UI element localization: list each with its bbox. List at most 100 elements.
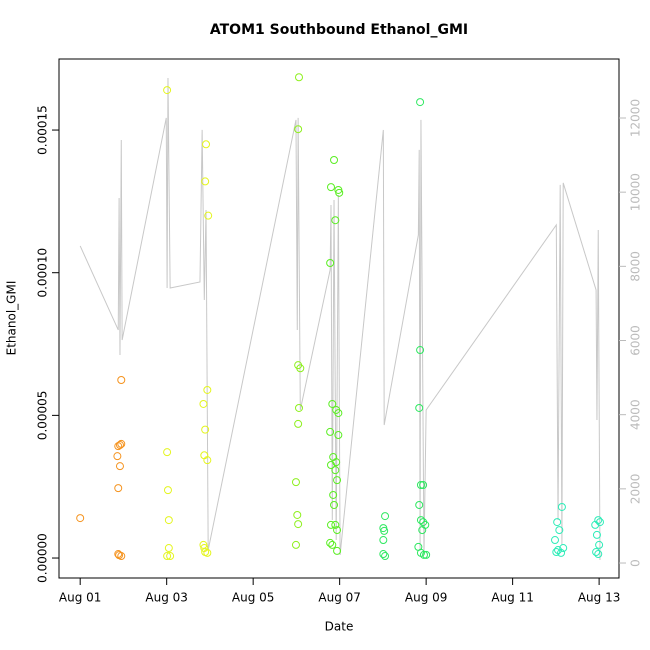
point [202,140,211,149]
point [117,375,126,384]
point [416,480,425,489]
x-tick-label: Aug 03 [145,591,188,605]
y2-tick-label: 6000 [629,325,643,356]
point [326,538,335,547]
altitude-line [79,77,601,561]
point [329,490,338,499]
y-tick-label: 0.00015 [36,105,50,155]
point [591,520,600,529]
y2-tick-label: 10000 [629,173,643,211]
point [330,500,339,509]
x-tick-label: Aug 05 [232,591,275,605]
y2-tick-label: 12000 [629,99,643,137]
point [592,548,601,557]
point [416,516,425,525]
point [551,536,559,545]
point [557,548,566,557]
point [381,512,390,521]
point [379,536,388,545]
point [327,461,335,470]
point [559,544,568,553]
point [331,216,340,225]
point [115,441,124,450]
point [163,486,172,495]
point [594,550,603,559]
point [201,425,210,434]
point [114,484,123,493]
point [334,431,343,440]
point [117,439,126,448]
point [203,385,212,394]
point [294,125,303,134]
point [557,502,566,511]
point [334,409,343,418]
point [293,510,302,519]
point [419,480,428,489]
point [379,550,388,559]
point [115,551,124,560]
point [327,520,335,529]
point [296,364,305,373]
point [595,540,604,549]
point [333,526,342,535]
point [327,183,335,192]
point [203,456,212,465]
point [333,546,342,555]
chart-title: ATOM1 Southbound Ethanol_GMI [210,22,468,38]
point [380,526,389,535]
y2-tick-label: 0 [629,559,643,567]
y2-tick-label: 2000 [629,474,643,505]
point [418,526,427,535]
point [163,552,172,561]
point [555,526,564,535]
point [295,403,303,412]
point [199,399,208,408]
x-axis-label: Date [325,620,354,634]
x-tick-label: Aug 07 [318,591,361,605]
point [416,98,425,107]
point [328,540,337,549]
x-tick-label: Aug 13 [578,591,621,605]
plot-frame [58,58,620,579]
point [331,466,340,475]
point [199,540,208,549]
point [419,550,428,559]
point [422,550,431,559]
point [328,399,337,408]
point [295,73,303,82]
y2-tick-label: 4000 [629,399,643,430]
point [113,452,122,461]
x-tick-label: Aug 01 [59,591,102,605]
point [326,259,335,268]
y-tick-label: 0.00000 [36,533,50,583]
point [415,403,424,412]
y2-tick-label: 8000 [629,251,643,282]
point [335,188,344,197]
point [330,156,339,165]
y-tick-label: 0.00005 [36,391,50,441]
point [163,448,172,457]
point [164,544,173,553]
point [164,516,173,525]
point [415,500,424,509]
point [291,478,300,487]
x-tick-label: Aug 09 [405,591,448,605]
y-tick-label: 0.00010 [36,248,50,298]
point [294,419,303,428]
point [331,520,340,529]
point [553,518,562,527]
point [76,514,85,523]
point [200,544,209,553]
point [333,476,342,485]
point [166,552,175,561]
point [552,548,561,557]
point [416,346,425,355]
point [163,86,172,95]
y-axis-label: Ethanol_GMI [5,281,19,356]
point [294,520,303,529]
x-tick-label: Aug 11 [491,591,534,605]
point [204,211,213,220]
point [201,177,210,186]
